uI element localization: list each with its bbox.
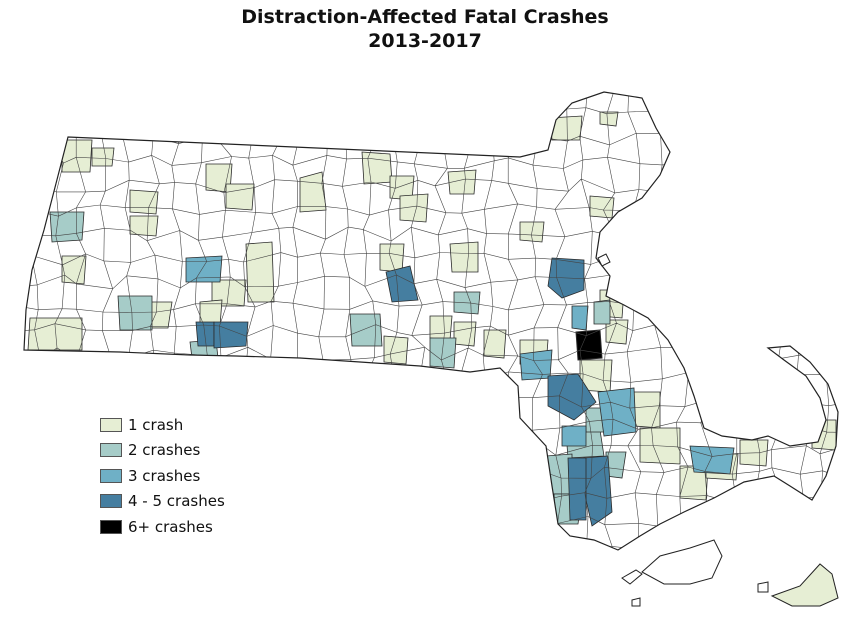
town-3-crashes [571,305,589,331]
town-2-crashes [429,337,457,369]
legend-item-6-plus-crashes: 6+ crashes [100,514,225,540]
town-1-crash [149,301,173,329]
town-1-crash [453,321,477,347]
town-4-5-crashes [213,321,249,349]
town-2-crashes [349,313,383,347]
legend-swatch-4-5-crashes [100,494,122,509]
town-1-crash [399,193,429,223]
map-title: Distraction-Affected Fatal Crashes [241,6,609,28]
town-3-crashes [561,425,587,447]
legend-swatch-6-plus-crashes [100,519,122,534]
nantucket-island [770,563,839,607]
legend-label: 4 - 5 crashes [128,492,225,511]
town-2-crashes [117,295,153,331]
town-4-5-crashes [547,373,597,421]
town-1-crash [483,329,507,359]
legend-label: 1 crash [128,415,184,434]
town-3-crashes [597,387,637,437]
elizabeth-islands [621,569,643,585]
town-3-crashes [519,349,553,381]
legend-swatch-3-crashes [100,468,122,483]
town-1-crash [633,391,661,429]
town-1-crash [361,151,393,185]
town-1-crash [447,169,477,195]
town-2-crashes [593,299,611,325]
legend-item-3-crashes: 3 crashes [100,463,225,489]
town-1-crash [129,189,159,215]
map-subtitle: 2013-2017 [368,30,482,52]
town-2-crashes [49,211,85,243]
town-1-crash [225,183,255,211]
legend-swatch-1-crash [100,417,122,432]
town-3-crashes [185,255,223,283]
town-1-crash [299,171,327,213]
islands [597,253,839,607]
boston-harbor-islands [597,253,611,267]
map-legend: 1 crash 2 crashes 3 crashes 4 - 5 crashe… [100,412,225,540]
town-1-crash [549,115,583,141]
town-1-crash [599,111,619,127]
legend-item-2-crashes: 2 crashes [100,438,225,464]
town-1-crash [383,335,409,365]
town-4-5-crashes [567,457,587,521]
town-1-crash [27,317,83,351]
legend-label: 3 crashes [128,466,201,485]
legend-label: 2 crashes [128,441,201,460]
small-island [757,581,769,593]
town-1-crash [429,315,453,341]
town-4-5-crashes [385,265,419,303]
town-3-crashes [689,445,735,475]
legend-item-4-5-crashes: 4 - 5 crashes [100,489,225,515]
legend-swatch-2-crashes [100,443,122,458]
town-1-crash [449,241,479,273]
town-1-crash [91,147,115,167]
legend-label: 6+ crashes [128,517,213,536]
town-1-crash [379,243,405,273]
marthas-vineyard-island [641,539,723,585]
town-1-crash [61,255,87,285]
town-1-crash [245,241,275,303]
legend-item-1-crash: 1 crash [100,412,225,438]
small-island [631,597,641,607]
